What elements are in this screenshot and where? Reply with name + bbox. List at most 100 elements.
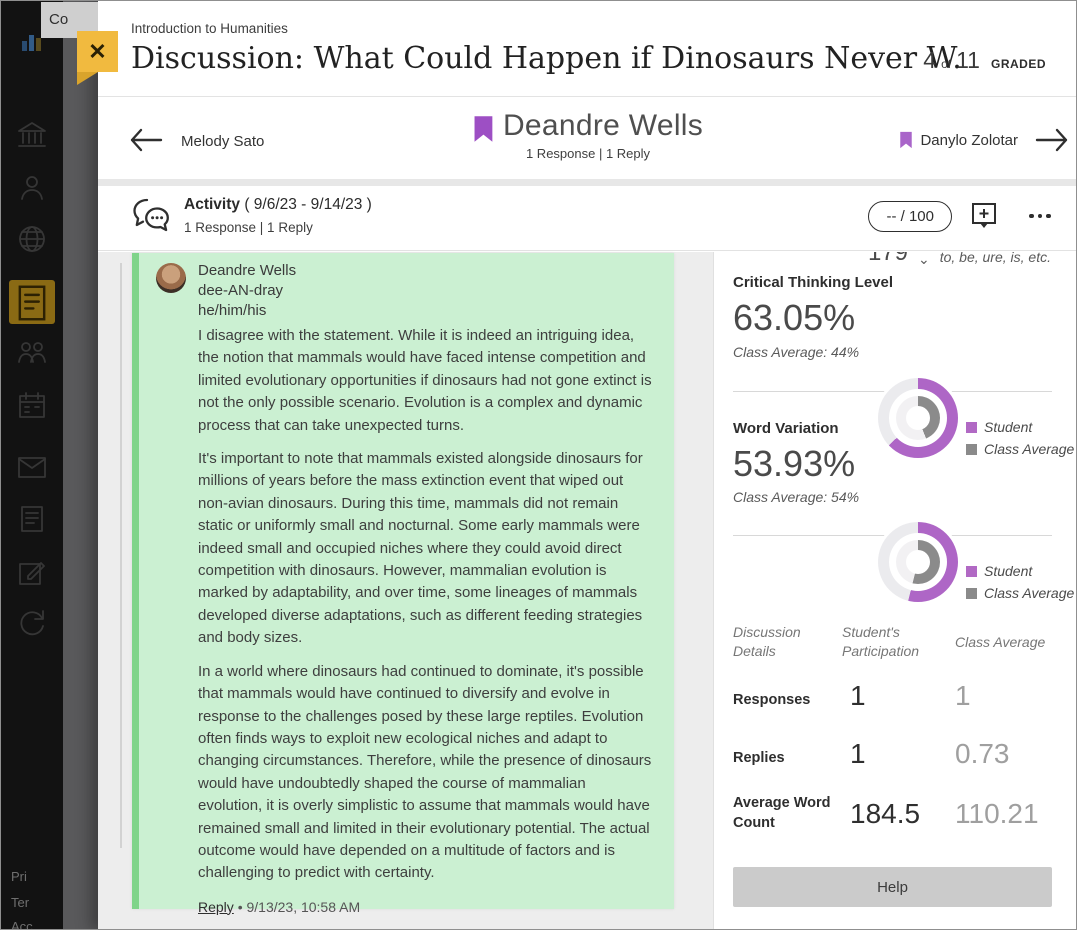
chart-legend: Student Class Average xyxy=(966,416,1074,460)
calendar-icon xyxy=(15,389,49,423)
kebab-dot xyxy=(1046,213,1051,219)
reply-link[interactable]: Reply xyxy=(198,898,234,915)
panel-header: Introduction to Humanities Discussion: W… xyxy=(98,1,1076,97)
content-edit-icon xyxy=(15,555,49,589)
student-swatch xyxy=(966,565,977,577)
breadcrumb: Introduction to Humanities xyxy=(131,21,288,36)
legend-class-average-label: Class Average xyxy=(984,441,1075,457)
activity-log-icon xyxy=(15,502,49,536)
clipped-metric-words: to, be, ure, is, etc. xyxy=(939,252,1051,265)
chevron-down-icon: ⌄ xyxy=(917,252,930,265)
table-cell-student: 1 xyxy=(850,680,866,711)
chart-legend: Student Class Average xyxy=(966,560,1074,604)
current-student-group: Deandre Wells 1 Response | 1 Reply xyxy=(473,109,703,161)
course-nav-sidebar: Pri Ter Acc xyxy=(1,1,63,930)
terms-link-fragment: Ter xyxy=(11,895,30,910)
close-icon: ✕ xyxy=(88,38,107,64)
profile-icon xyxy=(15,171,49,205)
previous-student-name[interactable]: Melody Sato xyxy=(181,133,265,150)
table-cell-class: 0.73 xyxy=(955,738,1010,769)
legend-class-average-label: Class Average xyxy=(984,585,1075,601)
post-paragraph: In a world where dinosaurs had continued… xyxy=(198,662,652,882)
table-cell-student: 184.5 xyxy=(850,798,921,829)
word-variation-class-average: Class Average: 54% xyxy=(733,489,860,505)
word-variation-value: 53.93% xyxy=(733,443,856,484)
current-student-name: Deandre Wells xyxy=(502,109,704,142)
graded-progress: 4 of 11 GRADED xyxy=(923,47,1046,74)
post-scroll-area: Deandre Wells dee-AN-dray he/him/his I d… xyxy=(98,252,713,929)
class-average-swatch xyxy=(966,443,977,455)
student-post-card: Deandre Wells dee-AN-dray he/him/his I d… xyxy=(132,253,674,915)
student-avatar xyxy=(156,263,186,293)
activity-title: Activity xyxy=(184,196,240,213)
graded-total: 11 xyxy=(956,47,980,73)
dimmed-page-edge xyxy=(63,1,98,929)
critical-thinking-label: Critical Thinking Level xyxy=(733,274,894,291)
next-student-group[interactable]: Danylo Zolotar xyxy=(899,131,1018,149)
table-cell-class: 110.21 xyxy=(955,798,1039,829)
page-title: Discussion: What Could Happen if Dinosau… xyxy=(131,41,961,76)
reply-separator: • xyxy=(237,898,243,915)
critical-thinking-donut-chart xyxy=(875,375,961,461)
arrow-left-icon xyxy=(130,128,163,152)
table-row-label: Responses xyxy=(733,692,811,708)
activity-date-range: ( 9/6/23 - 9/14/23 ) xyxy=(244,196,372,213)
analytics-chart-icon xyxy=(15,23,49,57)
more-options-button[interactable] xyxy=(1027,206,1053,226)
table-cell-class: 1 xyxy=(955,680,971,711)
clipped-metric-row: 179 ⌄ to, be, ure, is, etc. xyxy=(801,252,1051,265)
post-paragraph: It's important to note that mammals exis… xyxy=(198,450,643,647)
close-panel-button[interactable]: ✕ xyxy=(77,31,118,72)
next-student-arrow[interactable] xyxy=(1035,127,1069,153)
word-variation-donut-chart xyxy=(875,519,961,605)
graded-of-label: of xyxy=(941,57,952,71)
critical-thinking-class-average: Class Average: 44% xyxy=(733,344,860,360)
previous-student-arrow[interactable] xyxy=(129,127,163,153)
sign-out-icon xyxy=(15,607,49,641)
institution-icon xyxy=(15,119,49,153)
table-row-label: Replies xyxy=(733,750,785,766)
separator-band xyxy=(98,179,1076,186)
activity-bar: Activity ( 9/6/23 - 9/14/23 ) 1 Response… xyxy=(98,186,1076,251)
help-button[interactable]: Help xyxy=(733,867,1052,907)
arrow-right-icon xyxy=(1035,128,1068,152)
kebab-dot xyxy=(1029,213,1034,219)
table-header-student-participation: Student's Participation xyxy=(842,624,920,659)
table-header-class-average: Class Average xyxy=(955,634,1046,650)
globe-icon xyxy=(15,222,49,256)
clipped-metric-value: 179 xyxy=(868,252,908,265)
current-student-stats: 1 Response | 1 Reply xyxy=(525,146,651,161)
discussion-bubbles-icon xyxy=(131,197,171,237)
student-navigation: Melody Sato Deandre Wells 1 Response | 1… xyxy=(98,97,1076,179)
add-feedback-icon xyxy=(972,203,996,228)
word-variation-label: Word Variation xyxy=(733,420,839,437)
courses-tab-fragment: Co xyxy=(49,11,69,28)
post-paragraph: I disagree with the statement. While it … xyxy=(198,327,652,434)
legend-student-label: Student xyxy=(984,419,1033,435)
table-row-label: Average Word Count xyxy=(733,795,831,831)
grade-input-pill[interactable]: -- / 100 xyxy=(868,201,952,232)
kebab-dot xyxy=(1037,213,1043,219)
accessibility-link-fragment: Acc xyxy=(11,919,33,930)
bookmark-icon[interactable] xyxy=(473,115,494,143)
messages-icon xyxy=(15,450,49,484)
graded-current: 4 xyxy=(923,47,937,73)
post-scrollbar[interactable] xyxy=(120,263,122,848)
grading-panel: Introduction to Humanities Discussion: W… xyxy=(98,1,1076,929)
graded-status-label: GRADED xyxy=(990,57,1046,71)
post-author-name: Deandre Wells xyxy=(198,262,297,279)
metrics-panel: 179 ⌄ to, be, ure, is, etc. Critical Thi… xyxy=(713,252,1076,929)
critical-thinking-value: 63.05% xyxy=(733,297,856,338)
table-header-discussion-details: Discussion Details xyxy=(733,624,801,659)
post-author-pronunciation: dee-AN-dray xyxy=(198,282,284,299)
legend-student-label: Student xyxy=(984,563,1033,579)
activity-text: Activity ( 9/6/23 - 9/14/23 ) 1 Response… xyxy=(184,196,372,235)
post-body: I disagree with the statement. While it … xyxy=(198,325,654,885)
groups-icon xyxy=(15,335,49,369)
grades-highlighted-item xyxy=(9,280,55,324)
activity-stats: 1 Response | 1 Reply xyxy=(184,220,313,235)
privacy-link-fragment: Pri xyxy=(11,869,27,884)
content-area: Deandre Wells dee-AN-dray he/him/his I d… xyxy=(98,252,1076,929)
add-feedback-button[interactable] xyxy=(971,202,997,230)
